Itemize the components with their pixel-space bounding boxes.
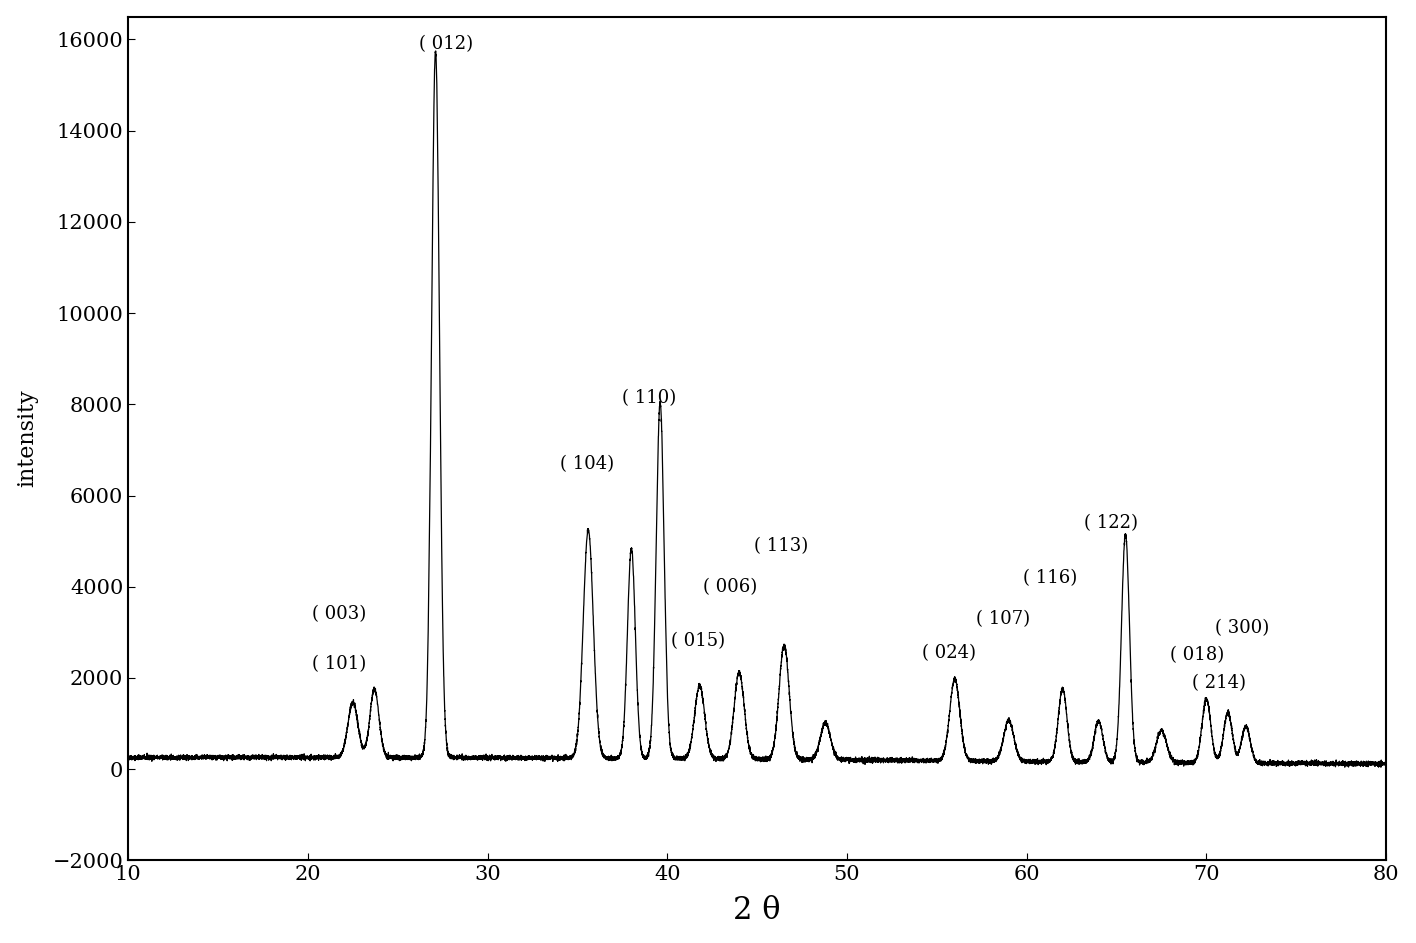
Text: ( 006): ( 006) [704,578,758,596]
Text: ( 107): ( 107) [977,610,1031,628]
Text: ( 101): ( 101) [312,655,365,673]
Text: ( 015): ( 015) [671,633,725,651]
Text: ( 003): ( 003) [312,605,365,623]
Text: ( 024): ( 024) [922,644,977,662]
X-axis label: 2 θ: 2 θ [733,895,780,926]
Text: ( 018): ( 018) [1171,646,1225,664]
Text: ( 116): ( 116) [1024,569,1078,587]
Y-axis label: intensity: intensity [17,389,38,488]
Text: ( 104): ( 104) [559,455,613,472]
Text: ( 122): ( 122) [1085,514,1138,532]
Text: ( 012): ( 012) [419,35,473,53]
Text: ( 110): ( 110) [623,389,677,406]
Text: ( 300): ( 300) [1215,619,1270,637]
Text: ( 113): ( 113) [753,537,807,554]
Text: ( 214): ( 214) [1192,673,1246,691]
